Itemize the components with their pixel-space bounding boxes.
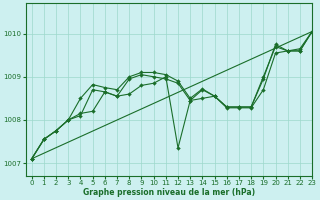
X-axis label: Graphe pression niveau de la mer (hPa): Graphe pression niveau de la mer (hPa) bbox=[83, 188, 255, 197]
